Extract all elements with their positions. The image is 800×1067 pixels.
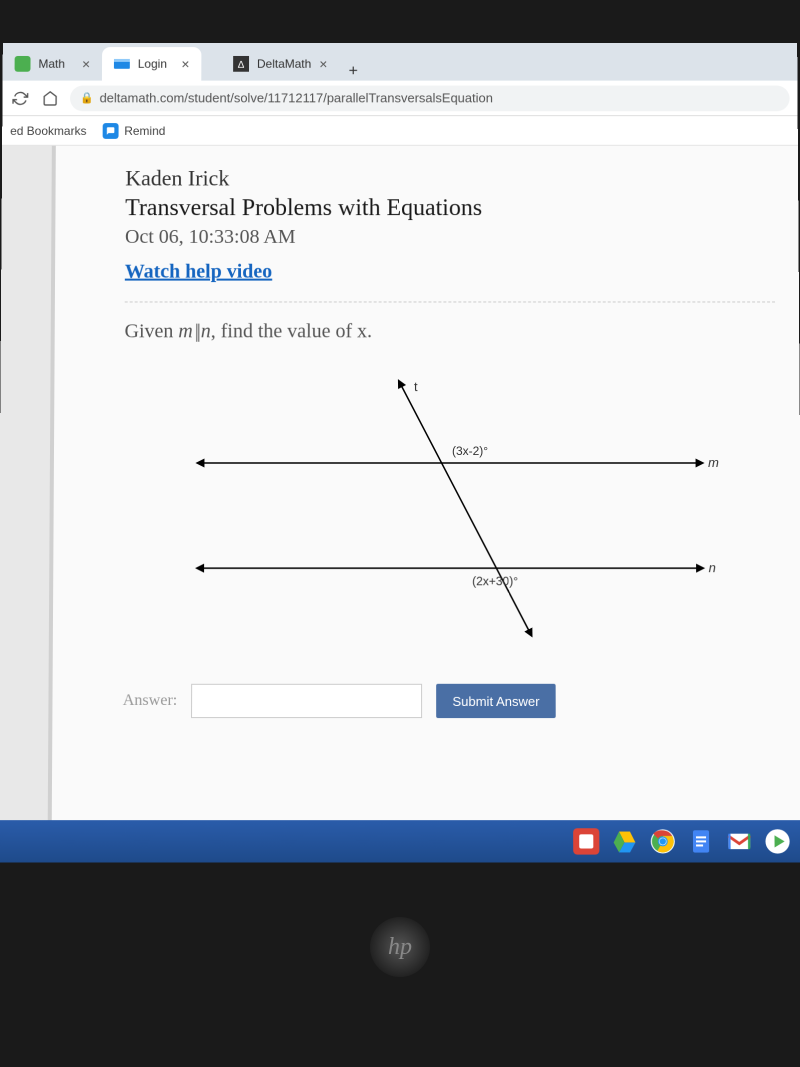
bookmark-label: ed Bookmarks <box>10 124 86 138</box>
url-text: deltamath.com/student/solve/11712117/par… <box>100 90 493 105</box>
url-input[interactable]: 🔒 deltamath.com/student/solve/11712117/p… <box>70 85 790 111</box>
parallel-symbol: || <box>195 320 199 343</box>
bookmark-label: Remind <box>124 124 165 138</box>
student-name: Kaden Irick <box>125 166 774 192</box>
prompt-text: , find the value of x. <box>211 320 372 342</box>
tab-label: Login <box>138 57 167 71</box>
bookmark-item[interactable]: Remind <box>102 123 165 139</box>
angle-2-label: (2x+30)° <box>472 574 518 588</box>
sidebar-strip <box>0 146 52 820</box>
tab-login[interactable]: Login × <box>102 47 201 81</box>
home-icon[interactable] <box>40 88 60 108</box>
remind-icon <box>102 123 118 139</box>
laptop-brand-logo: hp <box>370 917 430 977</box>
favicon-tab-2: Δ <box>233 56 249 72</box>
tab-strip: Math × Login × Δ DeltaMath × + <box>3 43 798 80</box>
taskbar-gmail-icon[interactable] <box>722 824 756 858</box>
problem-prompt: Given m||n, find the value of x. <box>125 320 776 343</box>
var-n: n <box>201 320 211 342</box>
close-icon[interactable]: × <box>82 56 90 72</box>
taskbar-play-icon[interactable] <box>760 824 794 858</box>
line-t <box>400 383 530 633</box>
taskbar-app-icon[interactable] <box>569 824 603 858</box>
svg-text:Δ: Δ <box>238 60 245 71</box>
tab-label: DeltaMath <box>257 57 311 71</box>
taskbar-chrome-icon[interactable] <box>646 824 680 858</box>
geometry-diagram: m n t (3x-2)° (2x+30)° <box>169 373 731 653</box>
tab-label: Math <box>38 57 65 71</box>
favicon-tab-1 <box>114 56 130 72</box>
tab-deltamath[interactable]: Δ DeltaMath × <box>221 47 339 81</box>
prompt-text: Given <box>125 320 179 342</box>
var-m: m <box>178 320 193 342</box>
line-t-label: t <box>414 379 418 394</box>
answer-input[interactable] <box>191 684 422 718</box>
line-n-label: n <box>709 560 716 575</box>
close-icon[interactable]: × <box>319 56 327 72</box>
address-bar: 🔒 deltamath.com/student/solve/11712117/p… <box>2 81 797 117</box>
lock-icon: 🔒 <box>80 91 94 104</box>
taskbar-docs-icon[interactable] <box>684 824 718 858</box>
reload-icon[interactable] <box>10 88 30 108</box>
page-content: Kaden Irick Transversal Problems with Eq… <box>48 146 800 820</box>
brand-text: hp <box>388 934 412 961</box>
taskbar-drive-icon[interactable] <box>607 824 641 858</box>
bookmarks-bar: ed Bookmarks Remind <box>2 116 798 146</box>
divider <box>125 301 775 302</box>
angle-1-label: (3x-2)° <box>452 444 488 458</box>
favicon-tab-0 <box>15 56 31 72</box>
close-icon[interactable]: × <box>181 56 189 72</box>
timestamp: Oct 06, 10:33:08 AM <box>125 226 775 249</box>
bookmark-item[interactable]: ed Bookmarks <box>10 124 86 138</box>
lesson-title: Transversal Problems with Equations <box>125 195 774 222</box>
taskbar <box>0 820 800 863</box>
help-video-link[interactable]: Watch help video <box>125 261 775 284</box>
line-m-label: m <box>708 455 719 470</box>
answer-row: Answer: Submit Answer <box>123 684 778 718</box>
submit-button[interactable]: Submit Answer <box>436 684 555 718</box>
answer-label: Answer: <box>123 692 178 710</box>
new-tab-button[interactable]: + <box>339 63 367 81</box>
tab-math[interactable]: Math × <box>3 47 103 81</box>
